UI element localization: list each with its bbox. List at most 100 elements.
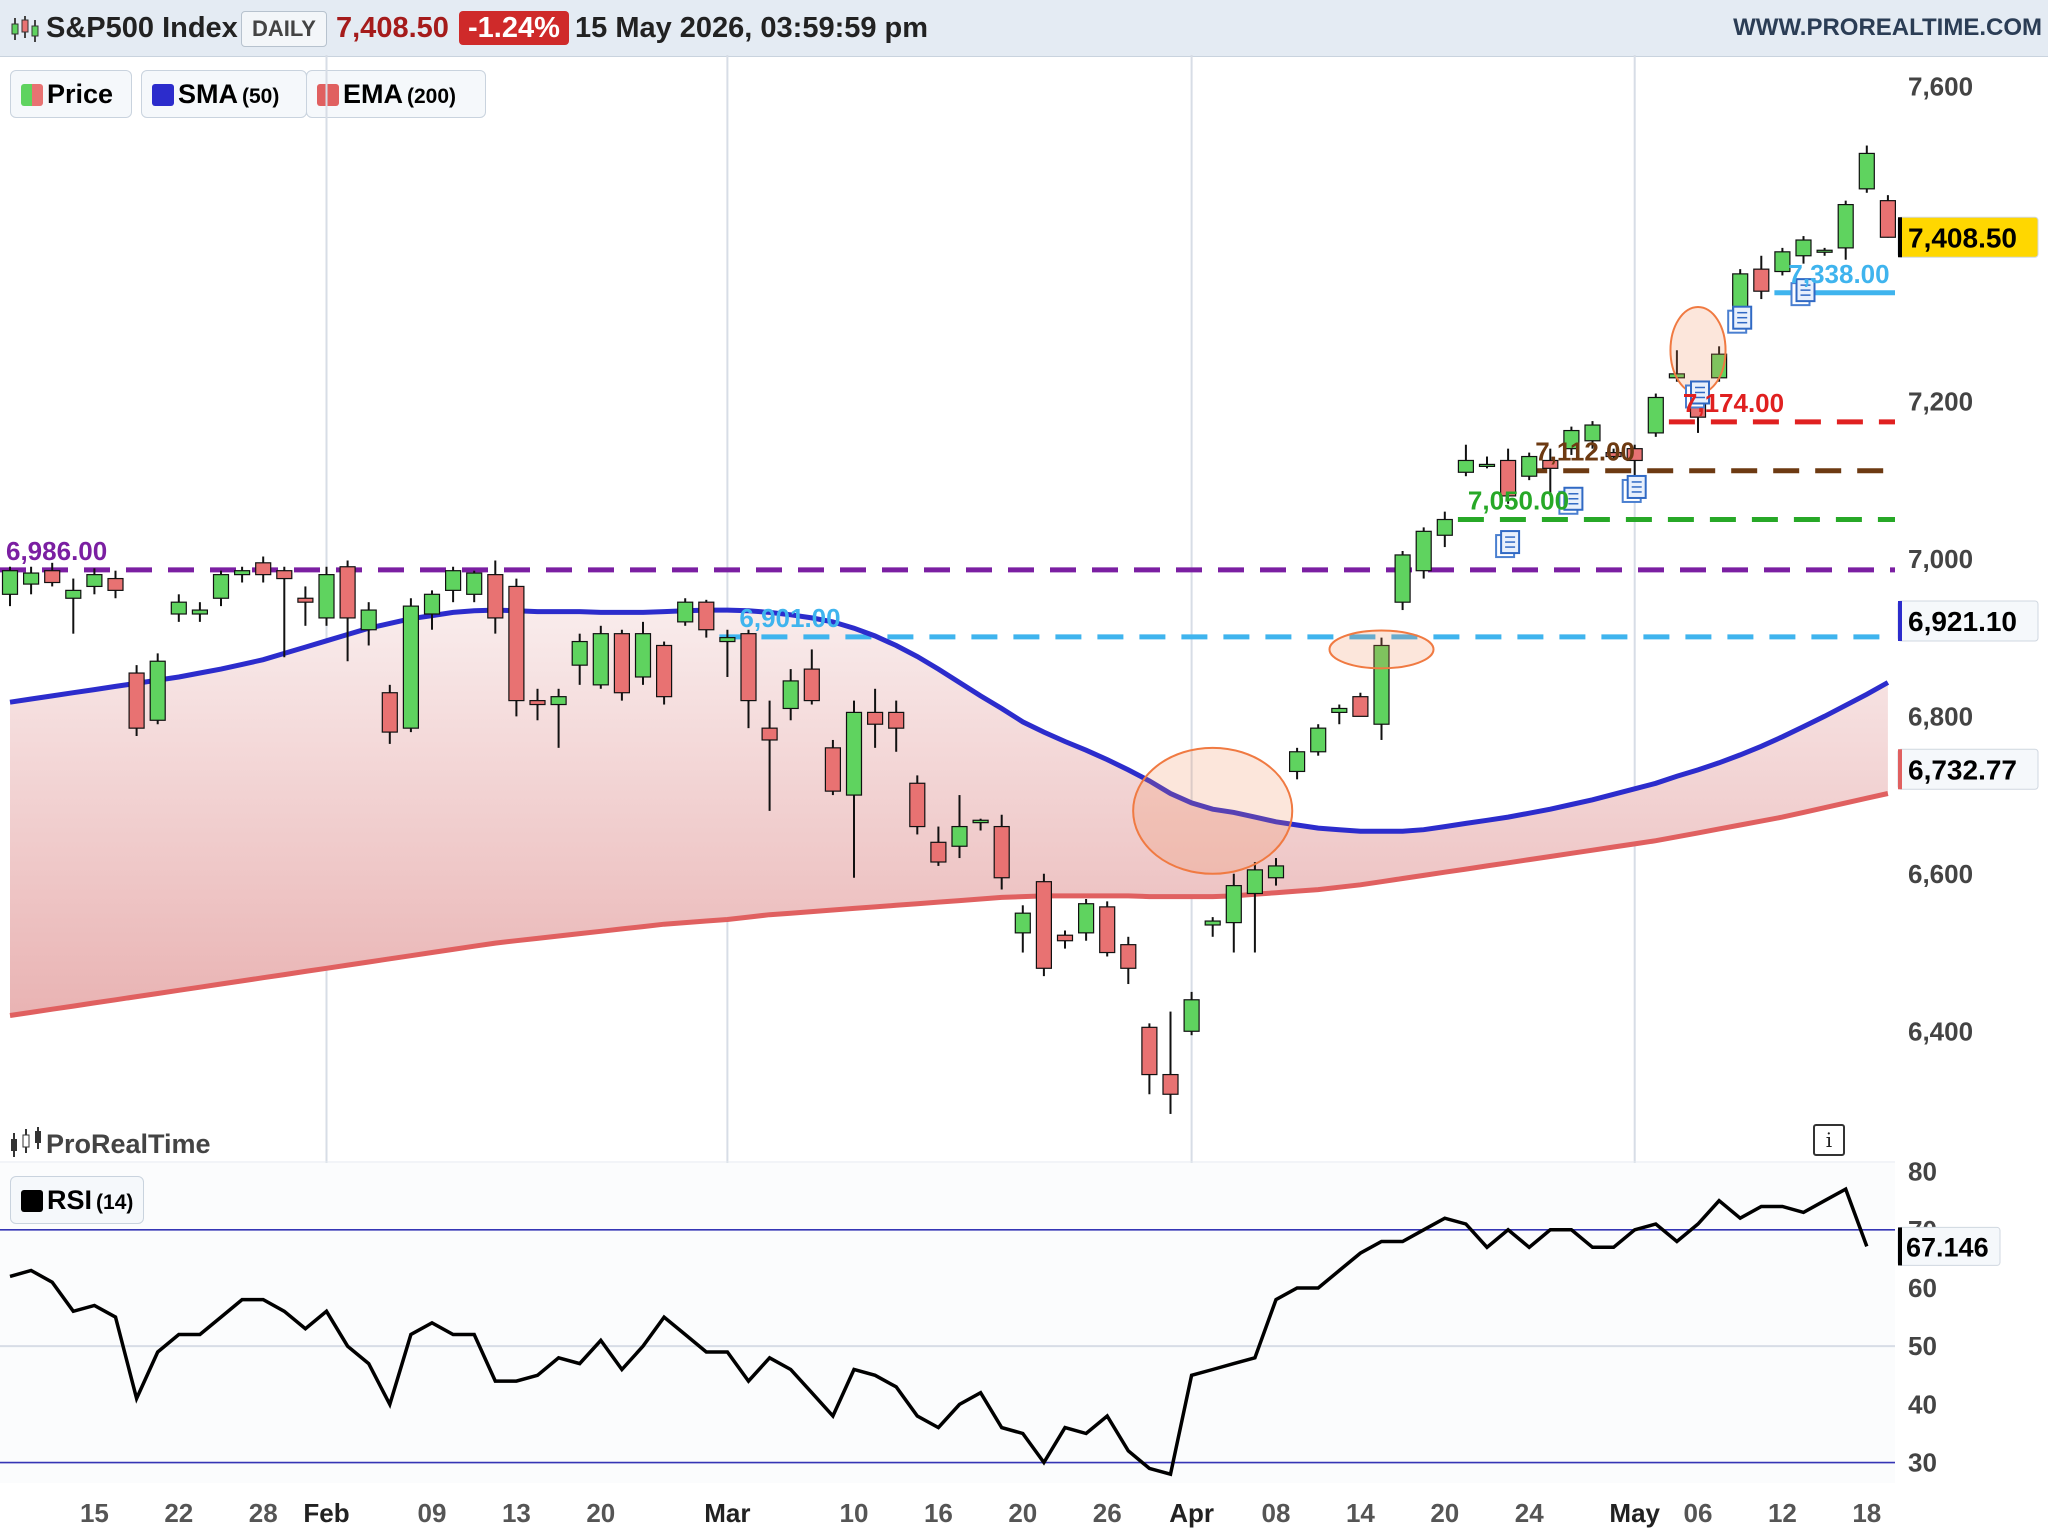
candle-body [128, 672, 145, 729]
candle-body [761, 727, 778, 741]
candle-body [993, 825, 1010, 879]
note-icon [1495, 530, 1521, 559]
candle [972, 818, 989, 831]
last-price: 7,408.50 [336, 12, 449, 44]
candle-body [466, 572, 483, 595]
candle [1415, 527, 1432, 579]
candle-body [824, 747, 842, 792]
candle [1310, 724, 1327, 756]
period-badge[interactable]: DAILY [241, 11, 327, 47]
candle-body [866, 711, 884, 725]
website-link[interactable]: WWW.PROREALTIME.COM [1733, 14, 2042, 41]
price-tick-label: 6,600 [1908, 859, 1973, 889]
candle [1077, 899, 1095, 941]
note-icon [1685, 380, 1710, 409]
candle [1499, 448, 1517, 504]
candle-body [782, 680, 799, 710]
price-tag-marker [1898, 600, 1902, 641]
candle-body [1816, 249, 1833, 253]
time-axis: 15 22 28 Feb 09 13 20 Mar 10 16 20 26 Apr 08 14 20 24 May… [80, 1498, 1881, 1528]
candle [1774, 247, 1791, 276]
price-tag: 6,921.10 [1897, 600, 2039, 642]
brand-label: ProRealTime [8, 1126, 211, 1162]
candle [719, 629, 736, 677]
legend-rsi-period: (14) [96, 1191, 134, 1214]
candle-body [1753, 268, 1770, 292]
time-tick-label: 24 [1515, 1498, 1544, 1528]
candle-body [1077, 903, 1095, 934]
price-tick-label: 7,000 [1908, 544, 1973, 574]
candle [1478, 456, 1496, 469]
candle-body [402, 605, 419, 729]
time-tick-label: Apr [1169, 1498, 1214, 1528]
candle [191, 602, 208, 622]
candle-body [1837, 203, 1854, 249]
candle-body [1014, 912, 1031, 934]
candle-body [1563, 429, 1580, 450]
price-tag-label: 6,921.10 [1908, 606, 2017, 637]
sma-layer [9, 607, 1890, 834]
price-tick-label: 7,200 [1908, 386, 1973, 416]
legend-rsi-label: RSI [47, 1185, 93, 1215]
rsi-tick-label: 40 [1908, 1389, 1937, 1419]
candle-body [1183, 999, 1200, 1032]
legend-rsi[interactable]: RSI (14) [10, 1176, 145, 1224]
legend-sma-label: SMA [178, 79, 238, 109]
change-badge: -1.24% [459, 11, 569, 45]
candle-body [1373, 644, 1390, 725]
candle [44, 562, 61, 587]
candle-body [1099, 906, 1116, 954]
info-icon[interactable]: i [1813, 1124, 1845, 1156]
candle [1120, 936, 1137, 985]
legend-price[interactable]: Price [10, 70, 132, 118]
candle-body [1352, 696, 1369, 717]
note-icon [1727, 305, 1753, 334]
candle [1, 566, 19, 607]
time-tick-label: 20 [1008, 1498, 1037, 1528]
candle-body [1035, 881, 1053, 969]
candle [888, 700, 905, 752]
candle [803, 649, 820, 705]
candle [951, 795, 968, 859]
candle-body [845, 711, 863, 796]
candle [1626, 444, 1643, 481]
candle-body [1310, 727, 1327, 753]
candle [761, 700, 778, 811]
candle-body [1120, 944, 1137, 969]
timestamp: 15 May 2026, 03:59:59 pm [575, 12, 929, 44]
legend-sma[interactable]: SMA (50) [141, 70, 307, 118]
price-tag-marker [1898, 217, 1902, 258]
candle-body [360, 609, 377, 631]
candle [930, 826, 947, 866]
candle-body [297, 597, 314, 603]
candle [402, 598, 419, 733]
candle-body [191, 609, 208, 615]
candle [1056, 930, 1074, 949]
candle [487, 560, 504, 634]
rsi-panel-bg [0, 1163, 1895, 1483]
candle-body [677, 601, 694, 623]
candle [1521, 452, 1538, 481]
candle-body [1267, 865, 1285, 879]
candle [1267, 858, 1285, 886]
candle-body [1605, 451, 1622, 458]
candle-body [1331, 707, 1348, 714]
candle [1288, 747, 1306, 780]
price-tag: 6,732.77 [1897, 748, 2039, 790]
candle-body [381, 692, 398, 733]
candle-body [698, 601, 715, 631]
candle-body [1774, 251, 1791, 273]
instrument-name[interactable]: S&P500 Index [46, 12, 238, 44]
candle-body [1394, 554, 1411, 603]
level-label: 7,338.00 [1788, 259, 1889, 289]
legend-ema[interactable]: EMA (200) [306, 70, 486, 118]
candle [128, 665, 145, 737]
note-icon [1790, 278, 1816, 307]
candle-body [613, 633, 631, 694]
candle [360, 602, 377, 646]
time-tick-label: 22 [164, 1498, 193, 1528]
candle-body [550, 696, 567, 706]
candle-body [423, 593, 441, 615]
candle [740, 629, 757, 729]
